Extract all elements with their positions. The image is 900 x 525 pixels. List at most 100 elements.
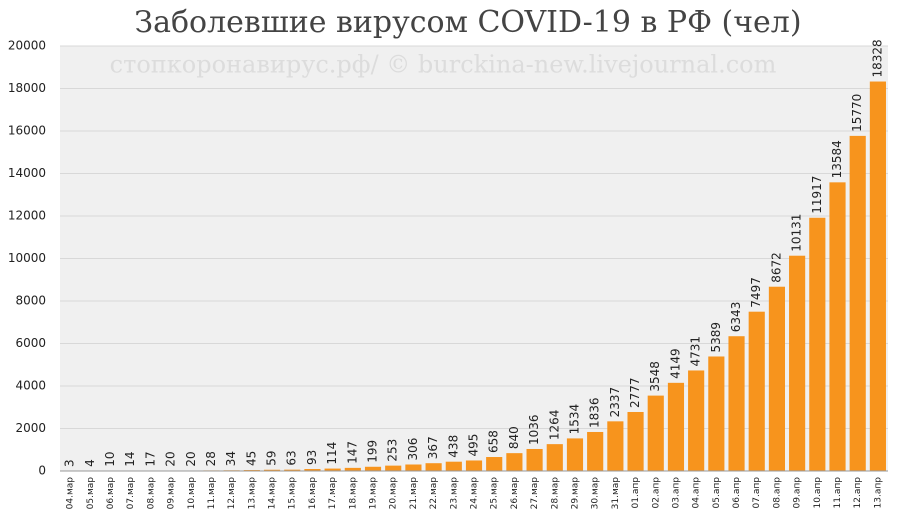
value-label: 7497 (749, 277, 763, 308)
x-tick-label: 13.мар (247, 477, 257, 510)
x-tick-label: 24.мар (470, 477, 480, 510)
value-label: 20 (164, 451, 178, 466)
bar (304, 469, 321, 471)
x-tick-label: 12.апр (853, 477, 863, 509)
value-label: 1036 (527, 414, 541, 445)
x-tick-label: 23.мар (449, 477, 459, 510)
bar (728, 336, 745, 471)
value-label: 3 (63, 459, 77, 467)
value-label: 11917 (810, 176, 824, 214)
y-tick-label: 14000 (8, 166, 46, 180)
value-label: 4 (83, 459, 97, 467)
bar (364, 466, 382, 471)
value-label: 63 (285, 450, 299, 465)
value-label: 13584 (830, 140, 844, 178)
x-tick-label: 01.апр (631, 477, 641, 509)
bar (768, 286, 786, 471)
bar (647, 395, 664, 471)
value-label: 10131 (790, 214, 804, 252)
value-label: 367 (426, 436, 440, 459)
value-label: 3548 (648, 361, 662, 392)
bar (587, 431, 604, 471)
bar (688, 370, 705, 471)
value-label: 8672 (769, 252, 783, 283)
value-label: 253 (386, 439, 400, 462)
x-tick-label: 11.апр (833, 477, 843, 509)
value-label: 17 (143, 451, 157, 466)
bar (869, 81, 886, 471)
value-label: 658 (487, 430, 501, 453)
value-label: 114 (325, 442, 339, 465)
x-tick-label: 10.мар (187, 477, 197, 510)
value-label: 1836 (588, 397, 602, 428)
y-tick-label: 18000 (8, 81, 46, 95)
x-tick-label: 25.мар (490, 477, 500, 510)
value-label: 28 (204, 451, 218, 466)
x-tick-label: 15.мар (288, 477, 298, 510)
bar (849, 135, 866, 471)
x-tick-label: 03.апр (671, 477, 681, 509)
value-label: 5389 (709, 322, 723, 353)
y-tick-label: 6000 (15, 336, 46, 350)
value-label: 20 (184, 451, 198, 466)
x-tick-label: 13.апр (873, 477, 883, 509)
x-tick-label: 08.мар (146, 477, 156, 510)
y-tick-label: 4000 (15, 379, 46, 393)
value-label: 438 (446, 435, 460, 458)
x-tick-label: 19.мар (369, 477, 379, 510)
x-tick-label: 07.мар (126, 477, 136, 510)
bar (809, 217, 826, 471)
bar (263, 469, 281, 471)
y-tick-label: 20000 (8, 39, 46, 53)
x-tick-label: 04.мар (66, 477, 76, 510)
x-tick-label: 05.апр (712, 477, 722, 509)
bar (607, 421, 624, 471)
bar (425, 463, 442, 471)
bar (405, 464, 422, 471)
x-tick-label: 17.мар (328, 477, 338, 510)
value-label: 495 (467, 434, 481, 457)
x-tick-label: 27.мар (530, 477, 540, 510)
value-label: 14 (123, 451, 137, 466)
bar (506, 453, 523, 471)
bar (526, 448, 543, 471)
x-tick-label: 31.мар (611, 477, 621, 510)
value-label: 18328 (870, 39, 884, 77)
x-tick-label: 21.мар (409, 477, 419, 510)
x-tick-label: 26.мар (510, 477, 520, 510)
x-tick-label: 14.мар (268, 477, 278, 510)
bar (465, 460, 483, 471)
bar (284, 469, 301, 471)
bar (748, 311, 765, 471)
annotation: стопкоронавирус.рф/ © burckina-new.livej… (110, 51, 777, 79)
bar (667, 382, 685, 471)
y-tick-label: 2000 (15, 421, 46, 435)
chart-title: Заболевшие вирусом COVID-19 в РФ (чел) (134, 5, 801, 40)
bar (324, 468, 341, 471)
value-label: 4731 (689, 336, 703, 367)
x-tick-label: 06.апр (732, 477, 742, 509)
bar (627, 411, 644, 471)
value-label: 840 (507, 426, 521, 449)
x-tick-label: 12.мар (227, 477, 237, 510)
bar (445, 461, 462, 471)
x-tick-label: 20.мар (389, 477, 399, 510)
x-tick-label: 30.мар (591, 477, 601, 510)
x-tick-label: 18.мар (348, 477, 358, 510)
value-label: 34 (224, 451, 238, 466)
x-tick-label: 28.мар (550, 477, 560, 510)
x-tick-label: 09.мар (167, 477, 177, 510)
bar (789, 255, 806, 471)
value-label: 306 (406, 438, 420, 461)
value-label: 10 (103, 452, 117, 467)
value-label: 2777 (628, 377, 642, 408)
x-tick-label: 06.мар (106, 477, 116, 510)
bar (566, 438, 584, 471)
bar (385, 465, 402, 471)
value-label: 2337 (608, 387, 622, 418)
bar (829, 182, 846, 471)
x-tick-label: 10.апр (813, 477, 823, 509)
x-tick-label: 29.мар (570, 477, 580, 510)
y-tick-label: 8000 (15, 294, 46, 308)
